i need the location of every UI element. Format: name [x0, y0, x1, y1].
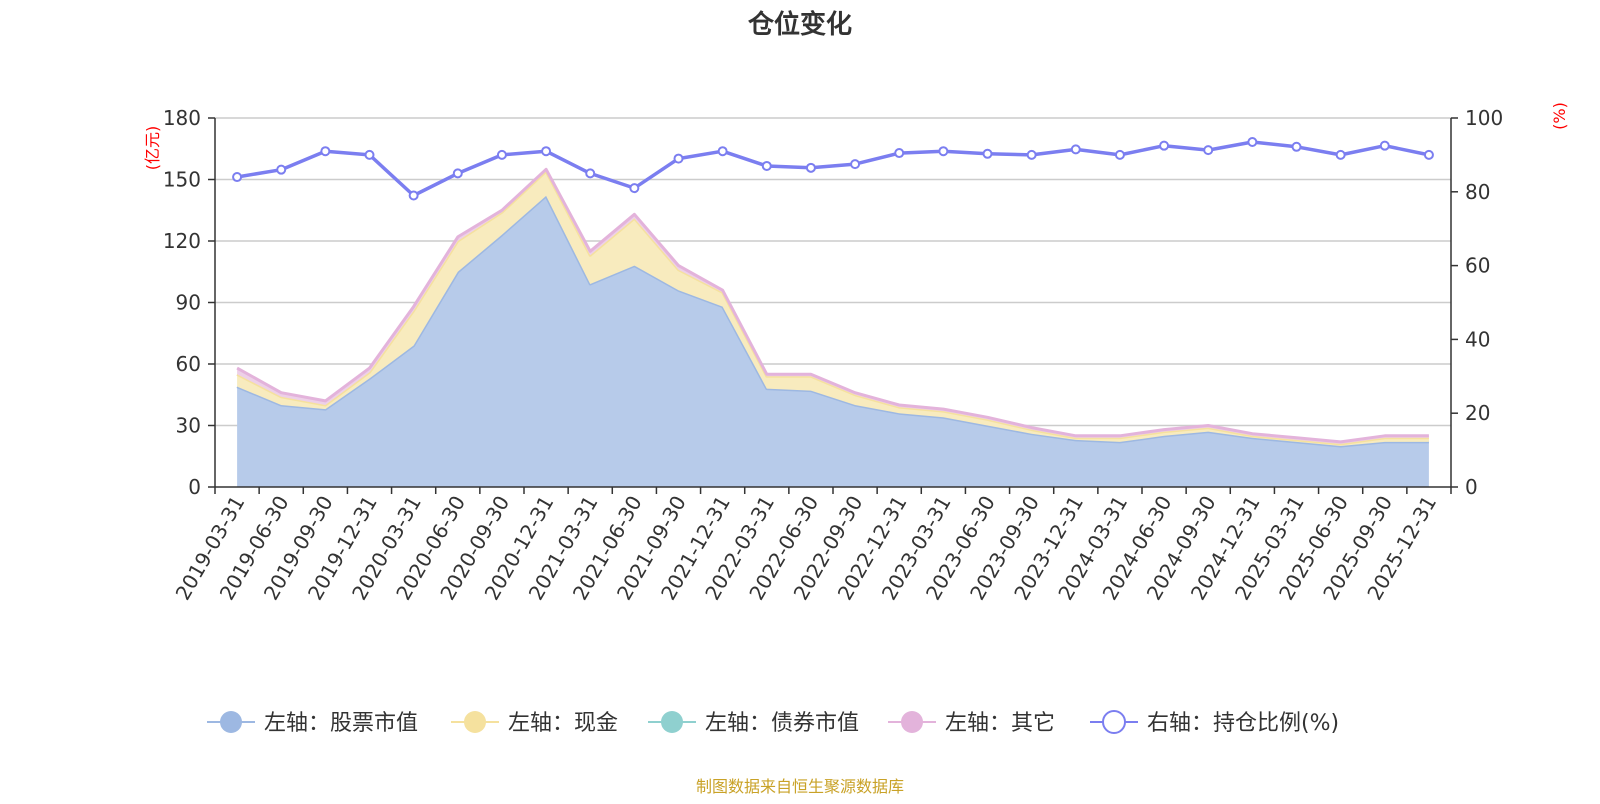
legend-label: 左轴：现金 [508, 711, 618, 736]
ratio-point [232, 172, 243, 183]
legend-label: 左轴：其它 [945, 711, 1055, 736]
ratio-point [673, 153, 684, 164]
right-tick-label: 20 [1465, 401, 1490, 425]
left-tick-label: 120 [163, 229, 201, 253]
legend-label: 左轴：股票市值 [264, 711, 418, 736]
area-0 [237, 195, 1429, 487]
ratio-point [894, 148, 905, 159]
left-tick-label: 90 [176, 291, 201, 315]
ratio-line-path [236, 140, 1430, 198]
right-tick-label: 40 [1465, 327, 1490, 351]
ratio-point [850, 159, 861, 170]
legend: 左轴：股票市值 左轴：现金 左轴：债券市值 左轴：其它 右轴：持仓比例(%) [207, 710, 1339, 736]
right-tick-label: 60 [1465, 254, 1490, 278]
ratio-line [232, 136, 1434, 201]
left-tick-label: 0 [188, 475, 201, 499]
legend-marker [661, 711, 683, 733]
left-tick-label: 30 [176, 414, 201, 438]
ratio-point [320, 146, 331, 157]
ratio-point [1291, 141, 1302, 152]
ratio-point [1159, 140, 1170, 151]
ratio-point [1070, 144, 1081, 155]
left-tick-label: 180 [163, 106, 201, 130]
ratio-point [805, 162, 816, 173]
legend-marker [1102, 710, 1126, 734]
ratio-point [585, 168, 596, 179]
legend-marker [220, 711, 242, 733]
chart-title: 仓位变化 [747, 9, 852, 40]
legend-marker [464, 711, 486, 733]
ratio-point [717, 146, 728, 157]
ratio-point [1114, 149, 1125, 160]
ratio-point [408, 190, 419, 201]
area-1 [237, 171, 1429, 447]
ratio-point [496, 149, 507, 160]
ratio-point [1379, 140, 1390, 151]
left-tick-label: 150 [163, 168, 201, 192]
ratio-point [452, 168, 463, 179]
ratio-point [938, 146, 949, 157]
ratio-point [761, 160, 772, 171]
ratio-point [364, 149, 375, 160]
left-axis-unit: (亿元) [143, 126, 162, 171]
ratio-point [1203, 145, 1214, 156]
ratio-point [1247, 136, 1258, 147]
legend-marker [901, 711, 923, 733]
ratio-point [1335, 149, 1346, 160]
right-tick-label: 80 [1465, 180, 1490, 204]
left-tick-label: 60 [176, 352, 201, 376]
legend-label: 右轴：持仓比例(%) [1147, 711, 1339, 736]
ratio-point [629, 183, 640, 194]
ratio-point [276, 164, 287, 175]
area-edge-3 [236, 167, 1429, 444]
right-tick-label: 100 [1465, 106, 1503, 130]
ratio-point [541, 146, 552, 157]
ratio-point [1423, 149, 1434, 160]
stacked-areas [236, 167, 1429, 487]
source-note: 制图数据来自恒生聚源数据库 [696, 777, 904, 796]
right-axis-unit: (%) [1550, 102, 1569, 130]
axes: 03060901201501800204060801002019-03-3120… [163, 106, 1503, 604]
legend-label: 左轴：债券市值 [705, 711, 859, 736]
ratio-point [982, 148, 993, 159]
ratio-point [1026, 149, 1037, 160]
right-tick-label: 0 [1465, 475, 1478, 499]
